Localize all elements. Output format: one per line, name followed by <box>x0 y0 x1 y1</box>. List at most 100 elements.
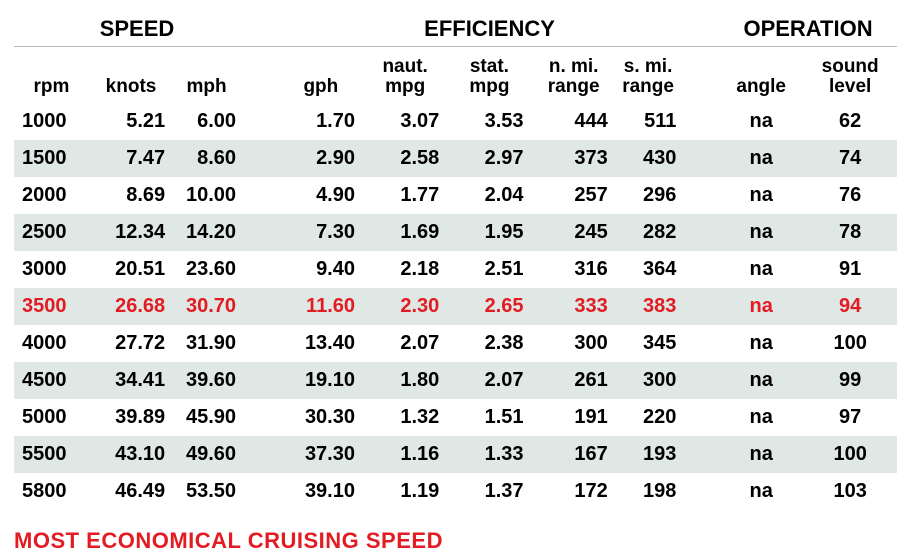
table-body: 10005.216.001.703.073.53444511na6215007.… <box>14 103 897 510</box>
spacer <box>260 47 279 103</box>
column-header-row: rpm knots mph gph naut.mpg stat.mpg n. m… <box>14 47 897 103</box>
col-naut-mpg: naut.mpg <box>363 47 447 103</box>
cell-angle: na <box>719 399 803 436</box>
cell-mph: 6.00 <box>173 103 260 140</box>
table-row: 20008.6910.004.901.772.04257296na76 <box>14 177 897 214</box>
spacer <box>260 103 279 140</box>
table-row: 15007.478.602.902.582.97373430na74 <box>14 140 897 177</box>
table-row: 10005.216.001.703.073.53444511na62 <box>14 103 897 140</box>
spacer <box>260 10 279 47</box>
cell-knots: 7.47 <box>89 140 173 177</box>
group-operation: OPERATION <box>719 10 897 47</box>
cell-naut-mpg: 1.69 <box>363 214 447 251</box>
spacer <box>260 436 279 473</box>
cell-angle: na <box>719 103 803 140</box>
col-knots: knots <box>89 47 173 103</box>
cell-rpm: 3500 <box>14 288 89 325</box>
cell-knots: 43.10 <box>89 436 173 473</box>
cell-knots: 26.68 <box>89 288 173 325</box>
cell-naut-mpg: 2.58 <box>363 140 447 177</box>
cell-knots: 46.49 <box>89 473 173 510</box>
cell-stat-mpg: 2.04 <box>447 177 531 214</box>
cell-sound: 91 <box>803 251 897 288</box>
cell-mph: 8.60 <box>173 140 260 177</box>
spacer <box>260 399 279 436</box>
table-row: 450034.4139.6019.101.802.07261300na99 <box>14 362 897 399</box>
cell-nmi-range: 300 <box>532 325 616 362</box>
spacer <box>700 288 719 325</box>
cell-gph: 7.30 <box>279 214 363 251</box>
footer-label: MOST ECONOMICAL CRUISING SPEED <box>14 510 897 554</box>
cell-mph: 31.90 <box>173 325 260 362</box>
cell-naut-mpg: 2.18 <box>363 251 447 288</box>
cell-stat-mpg: 2.65 <box>447 288 531 325</box>
cell-nmi-range: 333 <box>532 288 616 325</box>
spacer <box>700 473 719 510</box>
cell-angle: na <box>719 436 803 473</box>
cell-rpm: 5800 <box>14 473 89 510</box>
cell-angle: na <box>719 140 803 177</box>
col-sound-level: soundlevel <box>803 47 897 103</box>
cell-rpm: 2500 <box>14 214 89 251</box>
cell-knots: 27.72 <box>89 325 173 362</box>
cell-mph: 23.60 <box>173 251 260 288</box>
table-row: 500039.8945.9030.301.321.51191220na97 <box>14 399 897 436</box>
cell-stat-mpg: 1.37 <box>447 473 531 510</box>
cell-naut-mpg: 1.32 <box>363 399 447 436</box>
cell-angle: na <box>719 325 803 362</box>
cell-nmi-range: 245 <box>532 214 616 251</box>
cell-rpm: 4000 <box>14 325 89 362</box>
cell-rpm: 3000 <box>14 251 89 288</box>
cell-angle: na <box>719 288 803 325</box>
group-efficiency: EFFICIENCY <box>279 10 701 47</box>
col-angle: angle <box>719 47 803 103</box>
table-row: 250012.3414.207.301.691.95245282na78 <box>14 214 897 251</box>
col-rpm: rpm <box>14 47 89 103</box>
col-gph: gph <box>279 47 363 103</box>
cell-gph: 19.10 <box>279 362 363 399</box>
cell-smi-range: 300 <box>616 362 701 399</box>
cell-mph: 14.20 <box>173 214 260 251</box>
cell-knots: 39.89 <box>89 399 173 436</box>
cell-nmi-range: 167 <box>532 436 616 473</box>
cell-smi-range: 364 <box>616 251 701 288</box>
cell-naut-mpg: 1.77 <box>363 177 447 214</box>
cell-smi-range: 383 <box>616 288 701 325</box>
cell-sound: 99 <box>803 362 897 399</box>
col-stat-mpg: stat.mpg <box>447 47 531 103</box>
cell-knots: 5.21 <box>89 103 173 140</box>
cell-sound: 78 <box>803 214 897 251</box>
cell-smi-range: 511 <box>616 103 701 140</box>
cell-naut-mpg: 1.16 <box>363 436 447 473</box>
performance-table: SPEED EFFICIENCY OPERATION rpm knots mph… <box>14 10 897 510</box>
cell-gph: 2.90 <box>279 140 363 177</box>
cell-angle: na <box>719 362 803 399</box>
cell-mph: 53.50 <box>173 473 260 510</box>
cell-rpm: 1000 <box>14 103 89 140</box>
cell-angle: na <box>719 251 803 288</box>
cell-nmi-range: 373 <box>532 140 616 177</box>
cell-naut-mpg: 1.80 <box>363 362 447 399</box>
cell-nmi-range: 444 <box>532 103 616 140</box>
cell-gph: 13.40 <box>279 325 363 362</box>
cell-smi-range: 282 <box>616 214 701 251</box>
cell-smi-range: 193 <box>616 436 701 473</box>
cell-smi-range: 345 <box>616 325 701 362</box>
table-row: 350026.6830.7011.602.302.65333383na94 <box>14 288 897 325</box>
cell-naut-mpg: 2.30 <box>363 288 447 325</box>
group-speed: SPEED <box>14 10 260 47</box>
table-row: 300020.5123.609.402.182.51316364na91 <box>14 251 897 288</box>
cell-nmi-range: 172 <box>532 473 616 510</box>
spacer <box>260 473 279 510</box>
cell-sound: 100 <box>803 436 897 473</box>
spacer <box>260 214 279 251</box>
cell-stat-mpg: 1.95 <box>447 214 531 251</box>
cell-gph: 1.70 <box>279 103 363 140</box>
spacer <box>260 177 279 214</box>
cell-nmi-range: 257 <box>532 177 616 214</box>
cell-angle: na <box>719 214 803 251</box>
cell-sound: 76 <box>803 177 897 214</box>
table-row: 580046.4953.5039.101.191.37172198na103 <box>14 473 897 510</box>
cell-stat-mpg: 3.53 <box>447 103 531 140</box>
spacer <box>700 177 719 214</box>
